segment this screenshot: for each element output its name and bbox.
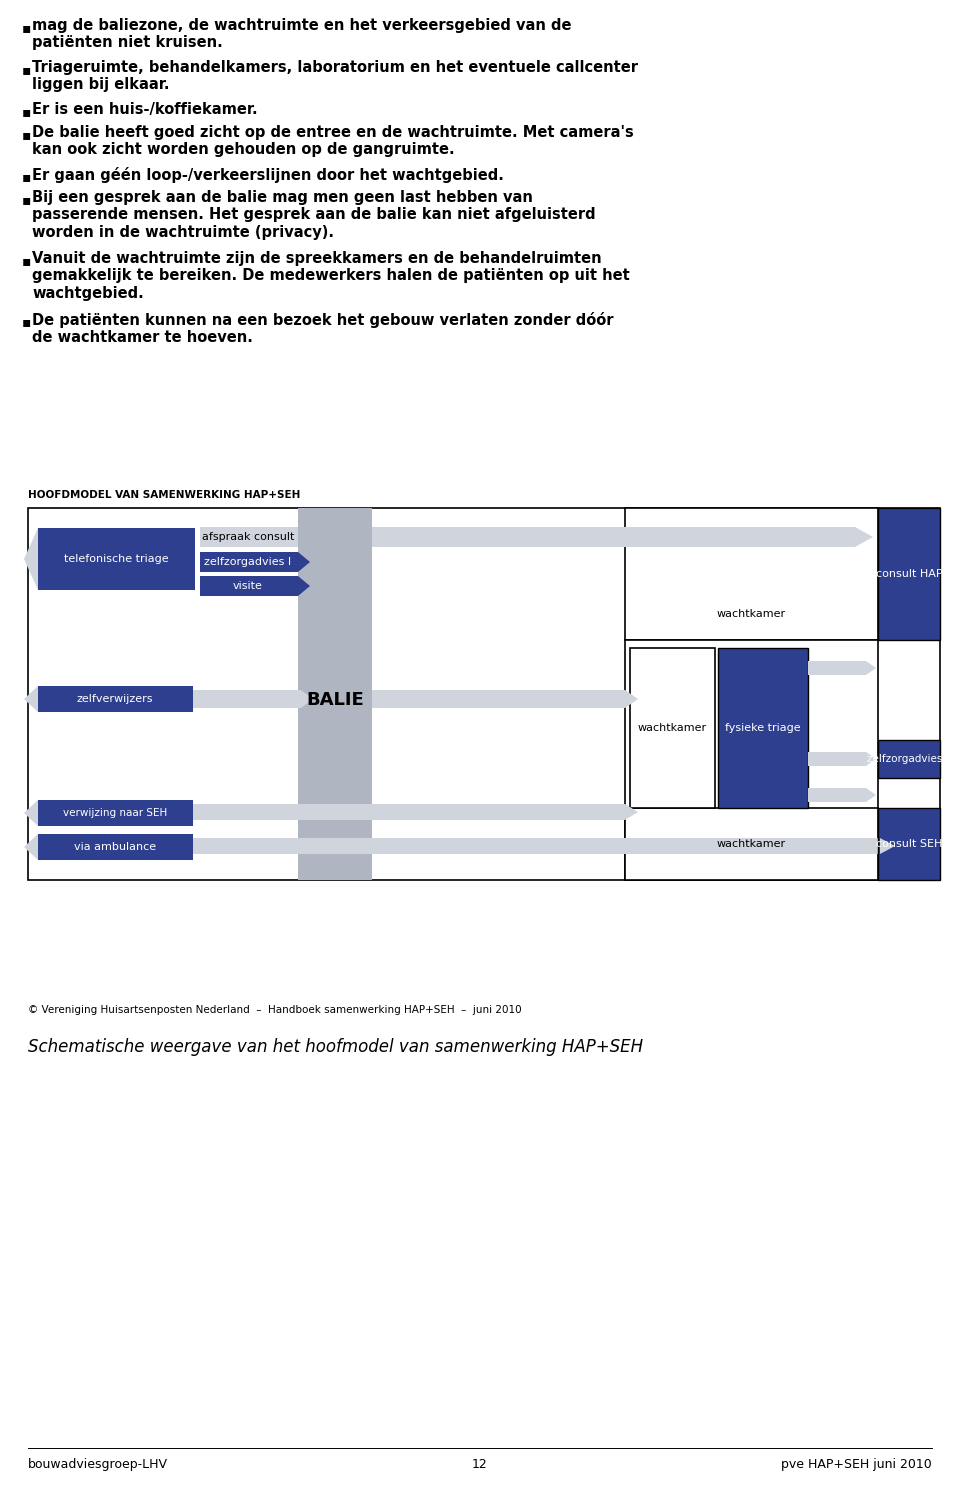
Text: wachtkamer: wachtkamer — [716, 839, 785, 848]
Text: pve HAP+SEH juni 2010: pve HAP+SEH juni 2010 — [781, 1458, 932, 1472]
Text: consult SEH: consult SEH — [876, 839, 942, 848]
Polygon shape — [24, 833, 38, 860]
Bar — [808, 661, 866, 675]
Text: ▪: ▪ — [22, 192, 32, 207]
Bar — [298, 508, 372, 880]
Text: BALIE: BALIE — [306, 690, 364, 710]
Text: afspraak consult: afspraak consult — [202, 532, 294, 543]
Polygon shape — [301, 690, 313, 708]
Text: wachtkamer: wachtkamer — [637, 723, 707, 734]
Bar — [193, 804, 301, 820]
Bar — [372, 526, 855, 547]
Text: Schematische weergave van het hoofmodel van samenwerking HAP+SEH: Schematische weergave van het hoofmodel … — [28, 1038, 643, 1056]
Text: De balie heeft goed zicht op de entree en de wachtruimte. Met camera's
kan ook z: De balie heeft goed zicht op de entree e… — [32, 125, 634, 158]
Text: zelfzorgadvies II: zelfzorgadvies II — [867, 754, 951, 763]
Bar — [38, 801, 193, 826]
Bar — [625, 808, 878, 880]
Text: Vanuit de wachtruimte zijn de spreekkamers en de behandelruimten
gemakkelijk te : Vanuit de wachtruimte zijn de spreekkame… — [32, 250, 630, 301]
Polygon shape — [24, 801, 38, 826]
Bar — [38, 833, 193, 860]
Bar — [28, 508, 940, 880]
Text: ▪: ▪ — [22, 128, 32, 142]
Text: verwijzing naar SEH: verwijzing naar SEH — [62, 808, 167, 819]
Text: 12: 12 — [472, 1458, 488, 1472]
Bar — [193, 690, 301, 708]
Text: zelfverwijzers: zelfverwijzers — [77, 693, 154, 704]
Text: Bij een gesprek aan de balie mag men geen last hebben van
passerende mensen. Het: Bij een gesprek aan de balie mag men gee… — [32, 189, 595, 240]
Bar — [193, 838, 880, 854]
Polygon shape — [298, 576, 310, 596]
Polygon shape — [301, 804, 313, 820]
Polygon shape — [24, 528, 38, 590]
Text: bouwadviesgroep-LHV: bouwadviesgroep-LHV — [28, 1458, 168, 1472]
Text: ▪: ▪ — [22, 170, 32, 183]
Text: ▪: ▪ — [22, 104, 32, 119]
Text: © Vereniging Huisartsenposten Nederland  –  Handboek samenwerking HAP+SEH  –  ju: © Vereniging Huisartsenposten Nederland … — [28, 1005, 521, 1015]
Text: via ambulance: via ambulance — [74, 842, 156, 851]
Text: zelfzorgadvies I: zelfzorgadvies I — [204, 558, 292, 567]
Text: Er gaan géén loop-/verkeerslijnen door het wachtgebied.: Er gaan géén loop-/verkeerslijnen door h… — [32, 167, 504, 183]
Bar — [625, 508, 878, 640]
Bar — [878, 508, 940, 640]
Bar — [878, 808, 940, 880]
Bar — [200, 526, 298, 547]
Bar — [625, 640, 878, 880]
Bar — [372, 804, 625, 820]
Text: telefonische triage: telefonische triage — [63, 555, 168, 564]
Polygon shape — [625, 804, 638, 820]
Bar — [808, 751, 866, 766]
Text: ▪: ▪ — [22, 315, 32, 330]
Text: mag de baliezone, de wachtruimte en het verkeersgebied van de
patiënten niet kru: mag de baliezone, de wachtruimte en het … — [32, 18, 571, 51]
Polygon shape — [866, 661, 876, 675]
Polygon shape — [866, 751, 876, 766]
Polygon shape — [24, 686, 38, 713]
Bar — [372, 690, 625, 708]
Text: Triageruimte, behandelkamers, laboratorium en het eventuele callcenter
liggen bi: Triageruimte, behandelkamers, laboratori… — [32, 60, 638, 92]
Polygon shape — [625, 690, 638, 708]
Text: ▪: ▪ — [22, 21, 32, 34]
Text: visite: visite — [233, 581, 263, 590]
Polygon shape — [298, 552, 310, 573]
Bar — [808, 789, 866, 802]
Polygon shape — [880, 838, 895, 854]
Bar — [301, 804, 372, 820]
Bar — [630, 649, 715, 808]
Polygon shape — [855, 526, 873, 547]
Bar — [200, 576, 298, 596]
Text: wachtkamer: wachtkamer — [716, 608, 785, 619]
Bar — [38, 528, 195, 590]
Text: fysieke triage: fysieke triage — [725, 723, 801, 734]
Text: consult HAP: consult HAP — [876, 570, 943, 579]
Bar — [38, 686, 193, 713]
Text: De patiënten kunnen na een bezoek het gebouw verlaten zonder dóór
de wachtkamer : De patiënten kunnen na een bezoek het ge… — [32, 312, 613, 346]
Bar — [878, 740, 940, 778]
Text: ▪: ▪ — [22, 253, 32, 268]
Text: ▪: ▪ — [22, 63, 32, 78]
Polygon shape — [866, 789, 876, 802]
Text: Er is een huis-/koffiekamer.: Er is een huis-/koffiekamer. — [32, 101, 257, 116]
Bar — [718, 649, 808, 808]
Bar — [200, 552, 298, 573]
Text: HOOFDMODEL VAN SAMENWERKING HAP+SEH: HOOFDMODEL VAN SAMENWERKING HAP+SEH — [28, 491, 300, 499]
